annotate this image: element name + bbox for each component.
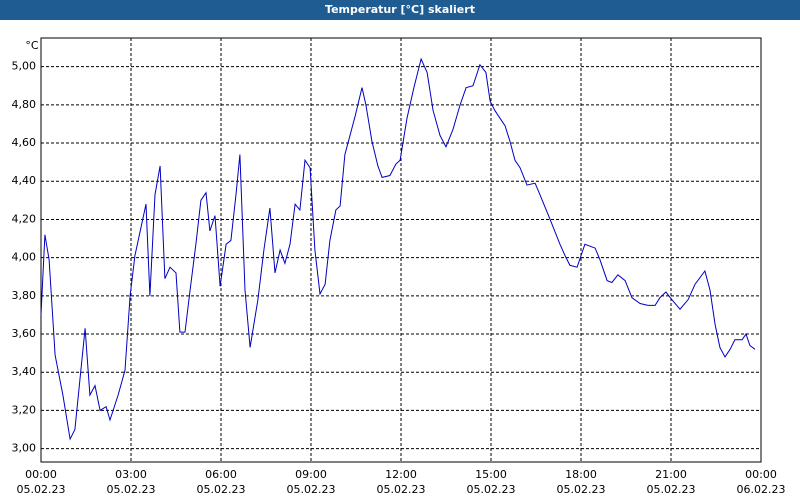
x-tick-label: 00:00: [25, 468, 57, 481]
y-tick-label: 5,00: [12, 60, 37, 73]
x-tick-date: 05.02.23: [467, 483, 516, 496]
x-tick-date: 05.02.23: [107, 483, 156, 496]
x-tick-date: 05.02.23: [17, 483, 66, 496]
x-tick-date: 06.02.23: [737, 483, 786, 496]
x-tick-label: 03:00: [115, 468, 147, 481]
y-tick-label: 4,80: [12, 98, 37, 111]
x-tick-label: 21:00: [655, 468, 687, 481]
x-tick-date: 05.02.23: [557, 483, 606, 496]
x-tick-date: 05.02.23: [287, 483, 336, 496]
y-tick-label: 3,00: [12, 442, 37, 455]
chart-title: Temperatur [°C] skaliert: [325, 3, 475, 16]
x-tick-label: 15:00: [475, 468, 507, 481]
y-tick-label: 4,40: [12, 174, 37, 187]
line-series: [40, 57, 756, 441]
y-tick-label: 3,40: [12, 365, 37, 378]
x-tick-date: 05.02.23: [197, 483, 246, 496]
y-tick-label: 3,60: [12, 327, 37, 340]
x-tick-label: 06:00: [205, 468, 237, 481]
y-tick-label: 4,20: [12, 212, 37, 225]
y-tick-label: 3,20: [12, 403, 37, 416]
x-tick-label: 00:00: [745, 468, 777, 481]
x-tick-date: 05.02.23: [377, 483, 426, 496]
y-unit: °C: [25, 39, 39, 52]
x-tick-date: 05.02.23: [647, 483, 696, 496]
y-tick-label: 4,60: [12, 136, 37, 149]
x-tick-label: 18:00: [565, 468, 597, 481]
x-tick-label: 09:00: [295, 468, 327, 481]
x-tick-label: 12:00: [385, 468, 417, 481]
y-tick-label: 4,00: [12, 251, 37, 264]
y-tick-label: 3,80: [12, 289, 37, 302]
title-bar: [0, 0, 800, 20]
